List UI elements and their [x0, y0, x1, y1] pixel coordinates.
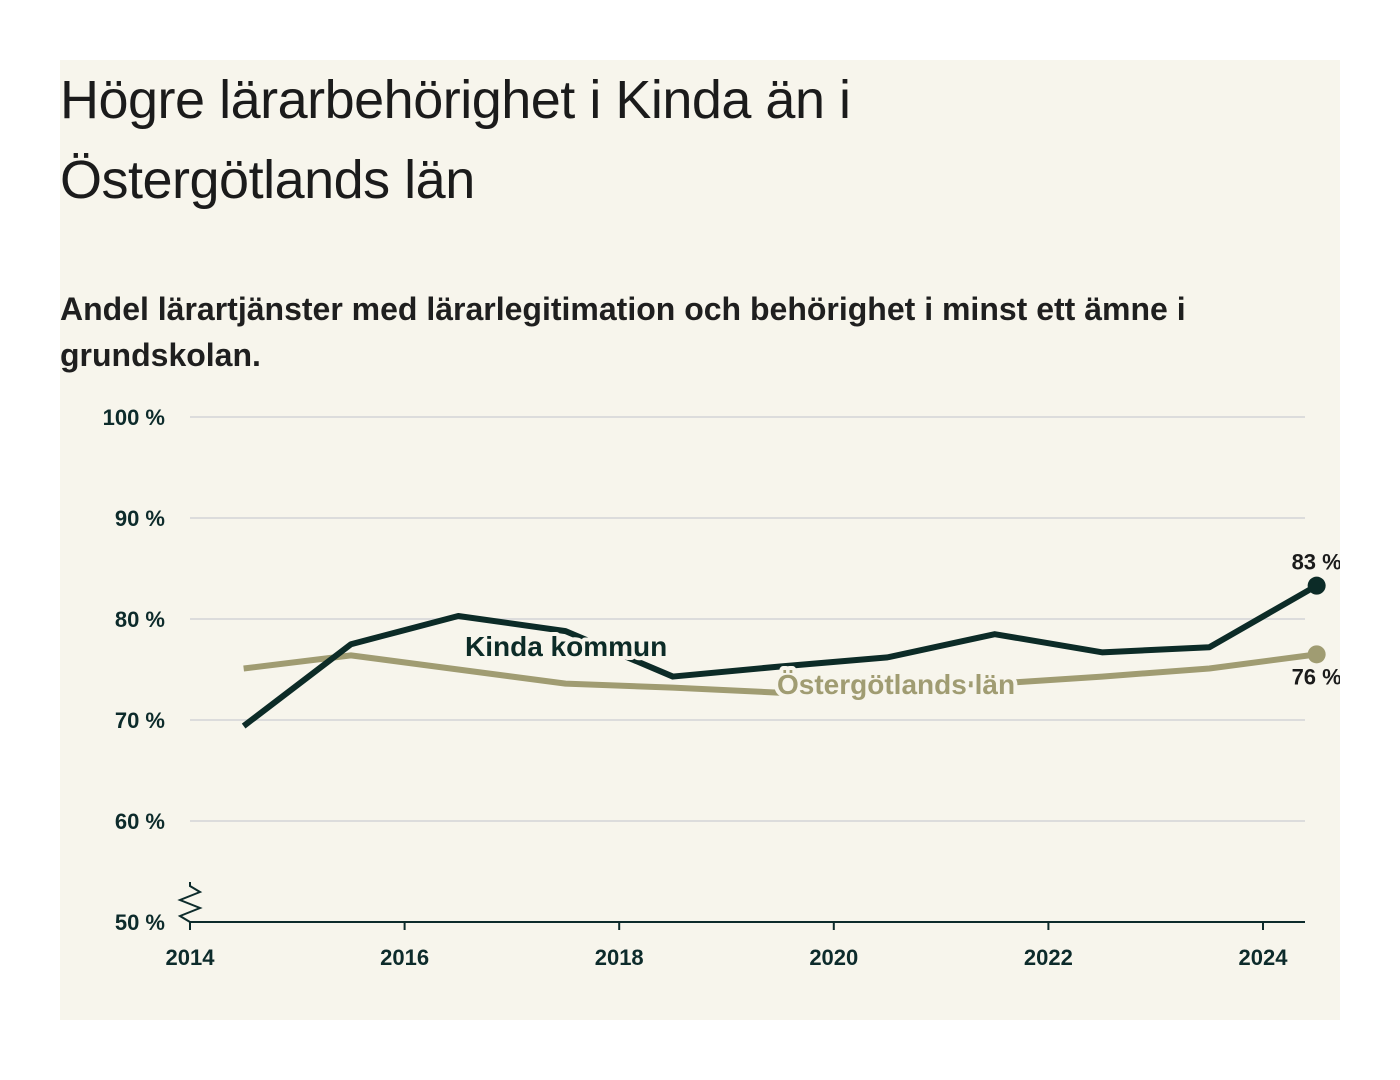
end-marker-kinda — [1307, 576, 1326, 595]
x-tick-label: 2024 — [1239, 945, 1289, 970]
x-tick-label: 2018 — [595, 945, 644, 970]
chart-title: Högre lärarbehörighet i Kinda än i Öster… — [60, 70, 851, 210]
end-label-kinda: 83 % — [1292, 550, 1340, 575]
x-tick-label: 2016 — [380, 945, 429, 970]
axis-break-icon — [177, 882, 203, 923]
series-line-kinda — [241, 583, 1319, 729]
end-label-ostergotland: 76 % — [1292, 664, 1340, 689]
x-tick-label: 2020 — [809, 945, 858, 970]
line-chart: 50 % 60 % 70 % 80 % 90 % 100 % 2014 2016 2018 202… — [103, 405, 1340, 970]
y-tick-label: 80 % — [115, 607, 165, 632]
end-marker-ostergotland — [1307, 645, 1326, 664]
series-label-ostergotland: Östergötlands län — [777, 669, 1015, 700]
y-tick-label: 70 % — [115, 708, 165, 733]
series-label-kinda: Kinda kommun — [465, 631, 667, 662]
chart-subtitle: Andel lärartjänster med lärarlegitimatio… — [60, 291, 1186, 373]
y-tick-label: 50 % — [115, 910, 165, 935]
x-tick-label: 2022 — [1024, 945, 1073, 970]
y-tick-label: 60 % — [115, 809, 165, 834]
series-line-ostergotland — [243, 651, 1318, 696]
y-tick-label: 100 % — [103, 405, 165, 430]
chart-card: Högre lärarbehörighet i Kinda än i Öster… — [60, 60, 1340, 1020]
x-tick-label: 2014 — [166, 945, 216, 970]
y-tick-label: 90 % — [115, 506, 165, 531]
